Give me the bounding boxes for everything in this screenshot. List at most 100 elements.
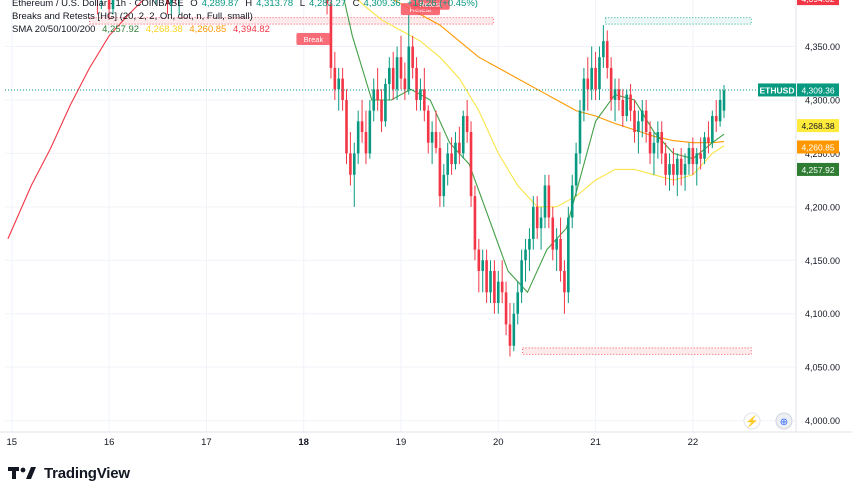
candle-body [345,99,348,154]
candle-body [415,67,418,100]
candle-body [535,206,539,229]
candle-body [594,67,597,90]
annotation-badge [410,0,450,10]
candle-body [341,78,344,100]
price-tags: 4,394.82ETHUSD4,309.364,268.384,260.854,… [758,0,839,176]
candle-body [446,153,449,175]
sma100-line [392,0,725,144]
candle-body [372,89,376,111]
candle-body [695,153,699,165]
candle-body [368,110,372,154]
price-chart[interactable]: BreakRetestRetestBreakRetestRetest 4,750… [0,0,852,460]
indicator-row[interactable]: Breaks and Retests [HG] (20, 2, 2, On, d… [12,11,253,22]
candle-body [543,185,547,218]
symbol-row: Ethereum / U.S. Dollar · 1h · COINBASE O… [12,0,478,9]
price-tag-box [797,0,839,6]
sma-row[interactable]: SMA 20/50/100/200 4,257.92 4,268.38 4,26… [12,23,482,36]
candle-body [609,67,613,100]
candle-body [489,270,492,293]
candle-body [329,3,333,68]
price-tag-value: 4,394.82 [801,0,834,4]
candle-body [107,0,111,10]
candle-body [170,0,173,4]
candle-body [481,260,485,271]
candle-body [563,270,566,293]
tradingview-brand: TradingView [44,464,130,482]
candle-body [555,238,558,250]
candle-body [578,110,582,154]
candle-body [691,148,695,165]
price-tag-value: 4,260.85 [801,142,834,152]
candle-body [551,217,555,250]
candle-body [349,153,352,175]
y-tick-label: 4,150.00 [805,256,840,266]
candle-body [461,115,465,154]
y-tick-label: 4,100.00 [805,309,840,319]
candle-body [586,78,590,90]
moving-averages [7,0,725,294]
candle-body [388,67,391,84]
candle-body [633,110,636,133]
chart-legend: Ethereum / U.S. Dollar · 1h · COINBASE O… [12,0,482,36]
candle-body [384,83,387,122]
tradingview-footer[interactable]: TradingView [8,463,130,483]
candles [96,0,726,357]
sma200-value: 4,394.82 [232,24,270,35]
chart-buttons[interactable]: ⚡ ⊕ [743,412,793,430]
break-retest-labels: BreakRetestRetestBreakRetestRetest [296,0,450,46]
sma-label: SMA 20/50/100/200 [12,24,96,35]
candle-body [679,158,683,175]
x-axis[interactable]: 15 16 17 18 19 20 21 22 [0,431,852,448]
y-tick-label: 4,000.00 [805,416,840,426]
candle-body [477,249,481,271]
candle-body [333,67,337,90]
close-value: 4,309.36 [363,0,401,9]
candle-body [652,142,656,154]
y-tick-label: 4,300.00 [805,95,840,105]
candle-body [434,132,438,149]
globe-icon[interactable]: ⊕ [780,417,788,428]
candle-body [711,115,714,143]
candle-body [574,153,578,186]
change-value: +19.26 (+0.45%) [407,0,478,9]
x-tick-label: 20 [493,437,504,448]
candle-body [430,132,434,143]
candle-body [664,153,667,175]
candle-body [493,270,496,304]
sma20-line [343,0,725,294]
grid [5,0,796,432]
candle-body [111,0,115,10]
candle-body [469,132,473,197]
symbol-title[interactable]: Ethereum / U.S. Dollar · 1h · COINBASE [12,0,184,9]
candle-body [570,185,574,218]
candle-body [395,57,399,90]
candle-body [722,90,726,111]
sma100-value: 4,260.85 [189,24,227,35]
candle-body [391,67,395,90]
candle-body [411,46,414,68]
y-axis[interactable]: 4,750.004,700.004,650.004,600.004,550.00… [795,0,840,432]
candle-body [660,132,664,154]
candle-body [718,99,722,122]
candle-body [504,292,508,325]
candle-body [707,137,710,143]
candle-body [598,57,601,90]
candle-body [699,153,702,159]
candle-body [683,164,687,175]
candle-body [539,217,543,229]
lightning-icon[interactable]: ⚡ [745,415,759,428]
candle-body [508,324,512,346]
candle-body [337,78,341,90]
candle-body [532,206,535,239]
candle-body [668,164,671,175]
candle-body [559,238,562,271]
candle-body [399,57,403,79]
price-tag-box [797,119,839,133]
candle-body [166,0,169,4]
annotation-label: Retest [419,0,442,9]
candle-body [528,238,531,250]
candle-body [640,110,644,122]
price-tag-value: 4,268.38 [801,121,834,131]
candle-body [419,89,422,100]
candle-body [672,164,675,175]
